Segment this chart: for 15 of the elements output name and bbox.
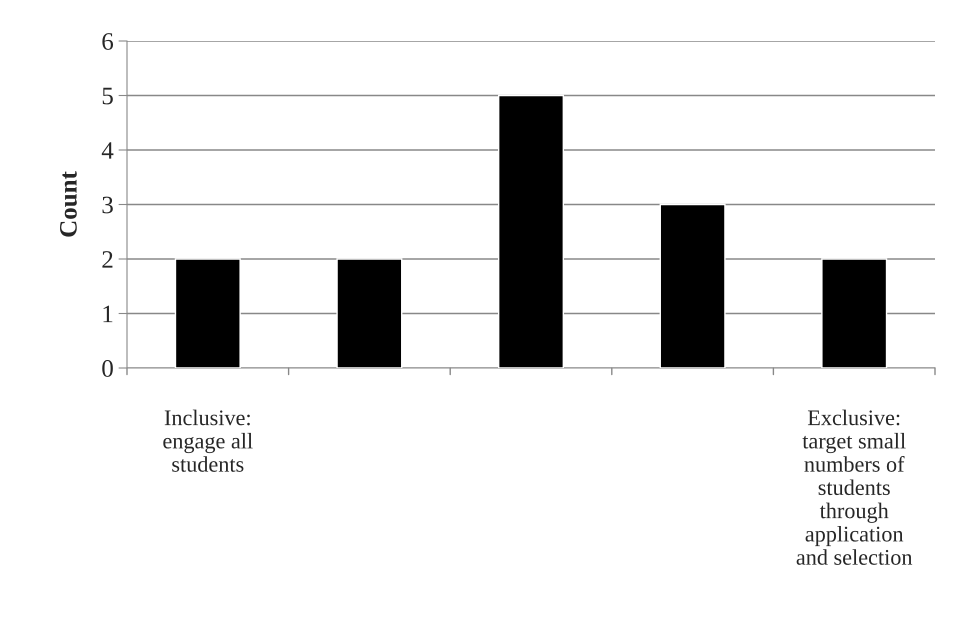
y-tick-label: 1 [104, 306, 112, 322]
x-tick-label: Exclusive: target small numbers of students through application and selection [796, 410, 912, 565]
x-tick-label: Inclusive: engage all students [163, 410, 253, 472]
bar [174, 258, 241, 368]
y-tick-label: 4 [102, 142, 114, 159]
y-tick-label: 6 [102, 33, 114, 50]
y-axis-title: Count [60, 171, 77, 237]
bar [660, 204, 726, 368]
y-tick-label: 0 [102, 360, 113, 377]
y-tick-label: 2 [102, 251, 112, 268]
bar [336, 258, 402, 368]
y-tick-label: 3 [102, 196, 113, 214]
bar [821, 258, 888, 368]
bar [498, 94, 564, 368]
y-tick-label: 5 [102, 88, 113, 104]
